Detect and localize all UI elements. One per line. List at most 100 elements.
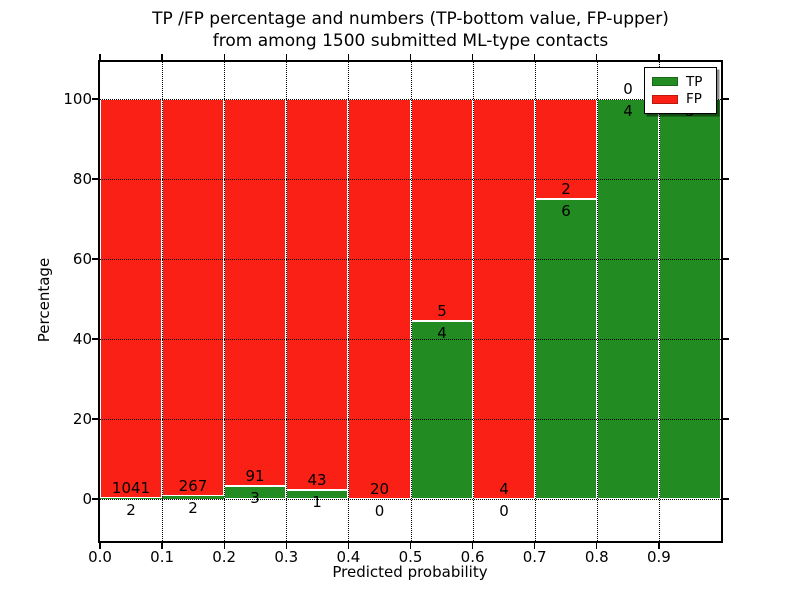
x-tick-label: 0.3: [274, 548, 299, 566]
y-tick-mark: [92, 98, 98, 100]
tp-count-label: 2: [126, 501, 136, 520]
y-tick-label: 60: [72, 250, 92, 268]
vertical-gridline: [410, 62, 412, 541]
tp-count-label: 3: [250, 489, 260, 508]
fp-count-label: 1041: [111, 479, 151, 498]
x-tick-mark-top: [99, 54, 101, 60]
x-tick-label: 0.0: [88, 548, 112, 566]
legend-item-tp: TP: [652, 74, 709, 90]
y-tick-label: 40: [72, 330, 92, 348]
tp-count-label: 2: [188, 499, 198, 518]
x-tick-label: 0.2: [212, 548, 237, 566]
fp-count-label: 91: [245, 467, 265, 486]
y-tick-label: 20: [72, 410, 92, 428]
fp-bar-segment: [535, 99, 597, 199]
x-axis-label: Predicted probability: [332, 563, 488, 581]
vertical-gridline: [162, 62, 164, 541]
x-tick-mark: [99, 543, 101, 549]
x-tick-mark: [534, 543, 536, 549]
vertical-gridline: [224, 62, 226, 541]
fp-bar-segment: [473, 99, 535, 499]
y-axis-label: Percentage: [35, 257, 53, 343]
y-tick-mark: [92, 418, 98, 420]
x-tick-mark: [223, 543, 225, 549]
tp-count-label: 4: [623, 102, 633, 120]
x-tick-mark: [285, 543, 287, 549]
y-tick-label: 80: [72, 170, 92, 188]
tp-color-swatch: [652, 77, 678, 87]
y-tick-mark-right: [723, 418, 729, 420]
legend-label-tp: TP: [686, 73, 703, 90]
vertical-gridline: [658, 62, 660, 541]
x-tick-label: 0.6: [460, 548, 485, 566]
fp-count-label: 20: [369, 480, 390, 498]
tp-bar-segment: [411, 321, 473, 499]
fp-count-label: 5: [437, 302, 447, 321]
y-tick-mark-right: [723, 178, 729, 180]
y-tick-mark-right: [723, 338, 729, 340]
chart-title: TP /FP percentage and numbers (TP-bottom…: [21, 8, 800, 52]
x-tick-label: 0.5: [398, 548, 423, 566]
fp-count-label: 4: [499, 480, 509, 498]
tp-bar-segment: [659, 99, 721, 499]
x-tick-mark: [347, 543, 350, 549]
fp-count-label: 43: [307, 470, 327, 489]
tp-bar-segment: [597, 99, 659, 499]
fp-count-label: 267: [178, 477, 208, 496]
tp-count-label: 6: [561, 202, 571, 220]
x-tick-mark: [471, 543, 474, 549]
legend-item-fp: FP: [652, 91, 709, 107]
fp-count-label: 2: [561, 180, 571, 198]
x-tick-mark-top: [223, 54, 225, 60]
y-tick-label: 100: [63, 90, 92, 108]
tp-count-label: 0: [374, 502, 385, 520]
tp-bar-segment: [162, 496, 224, 499]
x-tick-mark-top: [409, 54, 412, 60]
x-tick-mark-top: [347, 54, 350, 60]
x-tick-mark: [658, 543, 660, 549]
legend-label-fp: FP: [686, 91, 702, 108]
y-tick-label: 0: [82, 490, 92, 508]
vertical-gridline: [596, 62, 598, 541]
x-tick-mark-top: [471, 54, 474, 60]
vertical-gridline: [472, 62, 474, 541]
x-tick-mark: [596, 543, 598, 549]
x-tick-mark-top: [161, 54, 163, 60]
chart-title-line1: TP /FP percentage and numbers (TP-bottom…: [152, 9, 669, 29]
fp-bar-segment: [224, 99, 286, 487]
fp-bar-segment: [162, 99, 224, 497]
y-tick-mark: [92, 178, 98, 180]
y-tick-mark: [92, 258, 98, 260]
x-tick-mark-top: [596, 54, 598, 60]
vertical-gridline: [534, 62, 536, 541]
fp-bar-segment: [411, 99, 473, 322]
fp-color-swatch: [652, 94, 678, 104]
x-tick-mark: [161, 543, 163, 549]
x-tick-mark-top: [534, 54, 536, 60]
x-tick-label: 0.9: [646, 548, 671, 566]
vertical-gridline: [286, 62, 288, 541]
fp-count-label: 0: [623, 80, 633, 98]
tp-count-label: 0: [499, 502, 509, 520]
vertical-gridline: [348, 62, 350, 541]
y-tick-mark: [92, 498, 98, 500]
x-tick-label: 0.8: [584, 548, 609, 566]
fp-bar-segment: [286, 99, 348, 490]
fp-bar-segment: [100, 99, 162, 499]
legend: TP FP: [644, 67, 717, 114]
x-tick-mark-top: [658, 54, 660, 60]
chart-title-line2: from among 1500 submitted ML-type contac…: [212, 31, 609, 51]
y-tick-mark-right: [723, 258, 729, 260]
x-tick-label: 0.7: [522, 548, 547, 566]
fp-bar-segment: [348, 99, 411, 499]
x-tick-mark-top: [285, 54, 287, 60]
y-tick-mark-right: [723, 498, 729, 500]
tp-count-label: 4: [437, 324, 447, 343]
plot-area: 1041226729134312005440260405: [98, 60, 723, 543]
x-tick-label: 0.4: [336, 548, 361, 566]
tp-bar-segment: [535, 199, 597, 499]
y-tick-mark-right: [723, 98, 729, 100]
tp-count-label: 1: [312, 492, 322, 511]
tp-bar-segment: [100, 498, 162, 499]
